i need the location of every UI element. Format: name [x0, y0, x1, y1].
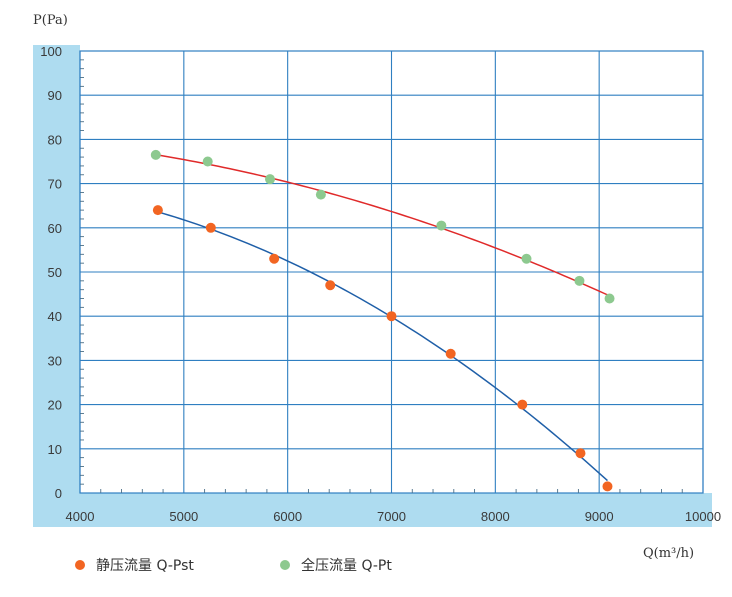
legend-item-0: 静压流量 Q-Pst — [75, 558, 194, 574]
data-point — [604, 293, 615, 304]
y-axis-title: P(Pa) — [33, 13, 68, 28]
data-point — [205, 222, 216, 233]
x-tick-label: 9000 — [585, 509, 614, 524]
x-axis-band — [33, 493, 712, 527]
data-point — [315, 189, 326, 200]
data-point — [269, 253, 280, 264]
legend-label: 全压流量 Q-Pt — [301, 557, 392, 574]
series-0 — [152, 205, 613, 492]
y-axis-band — [33, 45, 80, 527]
legend: 静压流量 Q-Pst 全压流量 Q-Pt — [75, 557, 392, 574]
series — [150, 149, 615, 492]
data-point — [436, 220, 447, 231]
y-tick-label: 0 — [55, 486, 62, 501]
y-tick-label: 30 — [48, 353, 62, 368]
x-tick-label: 7000 — [377, 509, 406, 524]
legend-label: 静压流量 Q-Pst — [96, 558, 194, 574]
axis-band — [33, 45, 712, 527]
data-point — [575, 448, 586, 459]
series-1 — [150, 149, 615, 304]
x-tick-label: 10000 — [685, 509, 721, 524]
y-tick-label: 70 — [48, 177, 62, 192]
data-point — [265, 174, 276, 185]
y-tick-label: 100 — [40, 44, 62, 59]
legend-marker — [280, 560, 290, 570]
legend-item-1: 全压流量 Q-Pt — [280, 557, 392, 574]
data-point — [386, 311, 397, 322]
x-tick-label: 8000 — [481, 509, 510, 524]
data-point — [202, 156, 213, 167]
data-point — [150, 149, 161, 160]
data-point — [517, 399, 528, 410]
series-line — [155, 153, 610, 297]
y-tick-label: 20 — [48, 398, 62, 413]
data-point — [521, 253, 532, 264]
y-tick-label: 90 — [48, 88, 62, 103]
tick-labels: 4000 5000 6000 7000 8000 9000 10000 0 10 20 30 40 50… — [40, 44, 721, 524]
data-point — [152, 205, 163, 216]
legend-marker — [75, 560, 85, 570]
data-point — [325, 280, 336, 291]
y-tick-label: 50 — [48, 265, 62, 280]
data-point — [445, 348, 456, 359]
x-tick-label: 6000 — [273, 509, 302, 524]
x-tick-label: 4000 — [66, 509, 95, 524]
y-tick-label: 80 — [48, 132, 62, 147]
data-point — [602, 481, 613, 492]
y-tick-label: 60 — [48, 221, 62, 236]
y-tick-label: 10 — [48, 442, 62, 457]
x-axis-title: Q(m³/h) — [643, 546, 694, 561]
x-tick-label: 5000 — [169, 509, 198, 524]
series-line — [157, 211, 608, 482]
minor-ticks — [80, 59, 683, 493]
y-tick-label: 40 — [48, 309, 62, 324]
data-point — [574, 275, 585, 286]
